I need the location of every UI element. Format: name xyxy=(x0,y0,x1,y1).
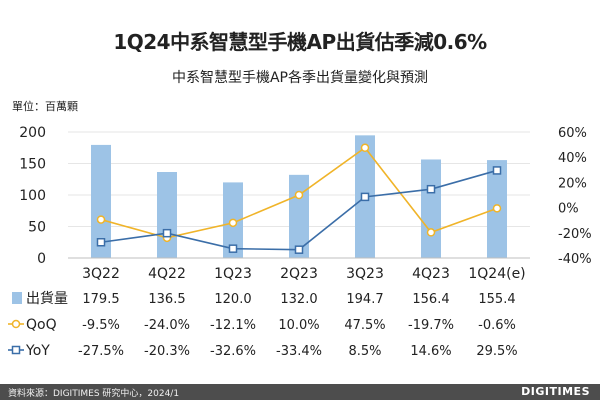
y-tick-label: 0 xyxy=(37,251,46,267)
qoq-point xyxy=(96,215,106,224)
source-note: 資料來源：DIGITIMES 研究中心，2024/1 xyxy=(8,389,180,399)
data-label-qoq: -12.1% xyxy=(210,318,256,333)
footer-bar: 資料來源：DIGITIMES 研究中心，2024/1 DIGITIMES xyxy=(0,384,600,400)
bar xyxy=(91,144,111,258)
y-tick-label: 100 xyxy=(19,188,46,204)
data-label-shipment: 136.5 xyxy=(148,292,185,307)
chart-subtitle: 中系智慧型手機AP各季出貨量變化與預測 xyxy=(171,70,429,86)
yoy-point xyxy=(162,228,172,238)
yoy-point xyxy=(228,244,238,253)
legend-label-shipment: 出貨量 xyxy=(26,290,68,307)
data-label-shipment: 120.0 xyxy=(214,292,251,307)
yoy-point xyxy=(360,192,370,202)
y2-tick-label: 0% xyxy=(558,202,579,217)
qoq-point xyxy=(228,218,238,228)
y-tick-label: 50 xyxy=(28,220,46,236)
legend-key-shipment xyxy=(12,292,22,304)
bar xyxy=(421,159,441,258)
data-label-yoy: -32.6% xyxy=(210,344,256,359)
data-label-yoy: 14.6% xyxy=(410,344,451,359)
y2-tick-label: -20% xyxy=(558,227,592,242)
data-label-yoy: 8.5% xyxy=(348,344,381,359)
y-tick-label: 150 xyxy=(19,157,46,173)
data-label-yoy: 29.5% xyxy=(476,344,517,359)
x-tick-label: 3Q22 xyxy=(82,266,120,282)
data-label-qoq: -9.5% xyxy=(82,318,120,333)
legend-label-qoq: QoQ xyxy=(26,317,57,333)
yoy-point xyxy=(492,166,502,175)
yoy-point xyxy=(294,245,304,254)
data-label-shipment: 155.4 xyxy=(478,292,515,307)
yoy-point xyxy=(96,238,106,247)
unit-label: 單位：百萬顆 xyxy=(12,100,78,113)
x-tick-label: 4Q22 xyxy=(148,266,186,282)
data-label-qoq: 47.5% xyxy=(344,318,385,333)
x-tick-label: 1Q24(e) xyxy=(468,266,525,282)
data-label-qoq: 10.0% xyxy=(278,318,319,333)
data-label-shipment: 132.0 xyxy=(280,292,317,307)
data-label-shipment: 179.5 xyxy=(82,292,119,307)
y2-tick-label: 40% xyxy=(558,151,587,166)
y2-tick-label: 60% xyxy=(558,126,587,141)
data-label-shipment: 194.7 xyxy=(346,292,383,307)
qoq-point xyxy=(360,143,370,152)
y2-tick-label: 20% xyxy=(558,176,587,191)
x-tick-label: 2Q23 xyxy=(280,266,318,282)
bar xyxy=(289,174,309,258)
data-label-yoy: -20.3% xyxy=(144,344,190,359)
chart-title: 1Q24中系智慧型手機AP出貨估季減0.6% xyxy=(113,30,487,54)
data-label-qoq: -19.7% xyxy=(408,318,454,333)
data-label-yoy: -27.5% xyxy=(78,344,124,359)
bar xyxy=(157,172,177,258)
qoq-point xyxy=(492,204,502,213)
x-tick-label: 4Q23 xyxy=(412,266,450,282)
qoq-point xyxy=(294,190,304,200)
legend-key-yoy-marker xyxy=(11,345,21,355)
y-tick-label: 200 xyxy=(19,125,46,141)
data-label-shipment: 156.4 xyxy=(412,292,449,307)
qoq-point xyxy=(426,228,436,237)
legend-key-qoq-marker xyxy=(11,319,21,329)
data-label-qoq: -0.6% xyxy=(478,318,516,333)
combo-chart: 0 50 100 150 200 60% 40% 20% 0% -20% -40% 3Q22 4Q22 1… xyxy=(8,125,592,359)
y2-tick-label: -40% xyxy=(558,252,592,267)
data-label-yoy: -33.4% xyxy=(276,344,322,359)
brand-logo: DIGITIMES xyxy=(521,385,590,398)
x-tick-label: 3Q23 xyxy=(346,266,384,282)
x-tick-label: 1Q23 xyxy=(214,266,252,282)
legend-label-yoy: YoY xyxy=(25,343,50,359)
data-label-qoq: -24.0% xyxy=(144,318,190,333)
yoy-point xyxy=(426,184,436,194)
